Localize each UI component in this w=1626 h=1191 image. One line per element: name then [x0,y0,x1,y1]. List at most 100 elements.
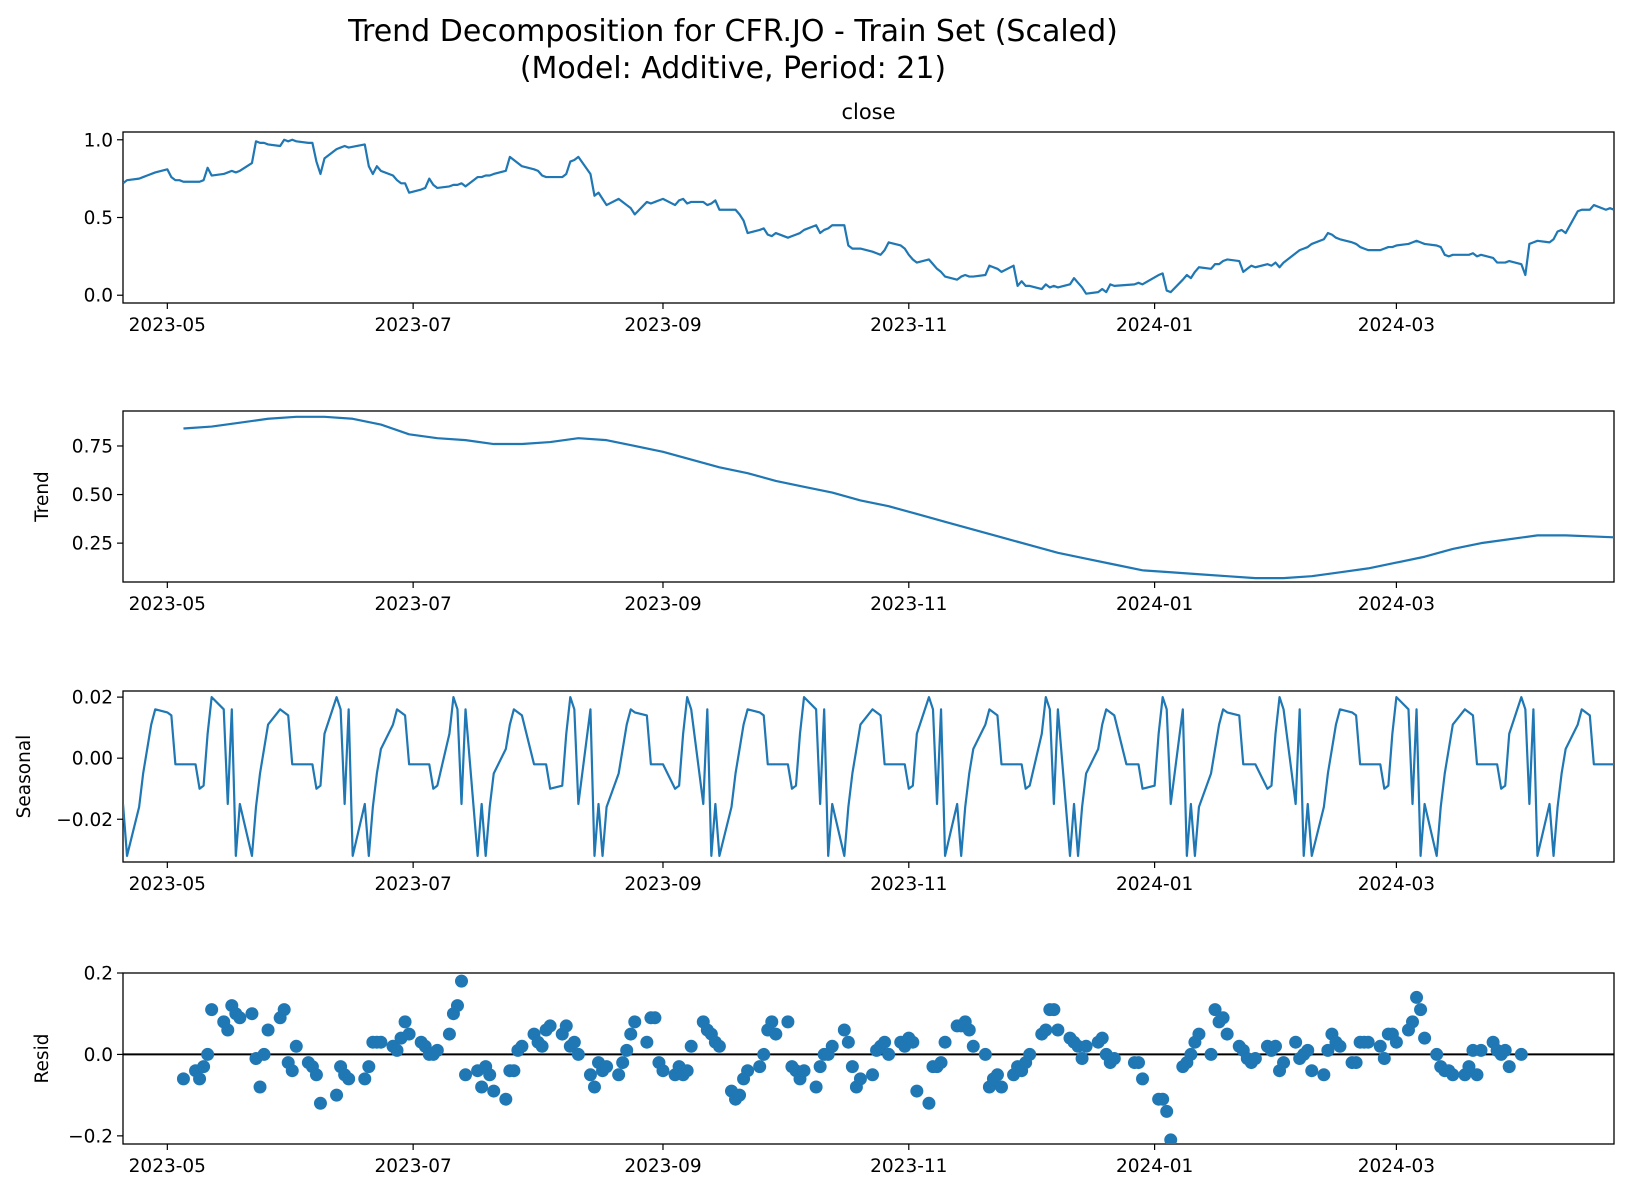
plot-area [123,138,1614,295]
resid-point [1107,1052,1121,1065]
resid-point [813,1060,827,1074]
resid-point [475,1080,489,1094]
resid-point [459,1068,473,1082]
resid-point [648,1011,662,1025]
resid-point [201,1047,215,1061]
resid-point [866,1068,880,1082]
resid-point [402,1027,416,1041]
figure-title-line-1: Trend Decomposition for CFR.JO - Train S… [347,14,1118,49]
resid-point [221,1023,235,1037]
resid-point [571,1047,585,1061]
resid-point [797,1064,811,1078]
resid-point [620,1043,634,1057]
resid-point [1377,1052,1391,1065]
resid-point [922,1096,936,1110]
resid-point [176,1072,190,1086]
resid-point [616,1056,630,1070]
x-tick-label: 2023-09 [624,594,701,615]
resid-point [1502,1060,1516,1074]
resid-point [535,1039,549,1053]
resid-point [245,1007,259,1021]
resid-point [1321,1043,1335,1057]
resid-point [841,1035,855,1049]
resid-point [398,1015,412,1029]
resid-point [454,974,468,988]
panel-close: close 2023-05 2023-07 2023-09 2023-11 2024-01… [84,100,1615,336]
resid-point [193,1072,207,1086]
resid-point [233,1011,247,1025]
y-axis-label: Resid [32,1034,53,1084]
resid-point [1462,1060,1476,1074]
x-tick-label: 2023-07 [374,594,451,615]
x-tick-label: 2024-03 [1358,1156,1435,1177]
y-tick-label: 0.0 [84,1045,113,1066]
resid-point [330,1088,344,1102]
panel-title: close [841,100,895,124]
y-tick-label: 0.02 [72,688,113,709]
series-line [123,138,1614,295]
resid-point [733,1088,747,1102]
y-tick-label: −0.02 [56,810,113,831]
x-tick-label: 2024-03 [1358,874,1435,895]
x-tick-label: 2023-09 [624,1156,701,1177]
resid-point [1373,1039,1387,1053]
resid-point [1333,1039,1347,1053]
resid-point [978,1047,992,1061]
x-tick-label: 2023-07 [374,315,451,336]
x-tick-label: 2023-05 [129,315,206,336]
axes-frame [122,410,1615,583]
y-tick-label: 0.0 [84,286,113,307]
x-tick-label: 2024-03 [1358,315,1435,336]
x-tick-label: 2023-09 [624,874,701,895]
y-tick-label: 0.2 [84,964,113,985]
resid-point [853,1072,867,1086]
resid-point [1023,1047,1037,1061]
resid-point [966,1039,980,1053]
resid-point [587,1080,601,1094]
resid-point [1216,1011,1230,1025]
resid-point [261,1023,275,1037]
x-tick-label: 2023-11 [870,315,947,336]
axes-frame [122,972,1615,1145]
y-axis-label: Seasonal [14,735,35,819]
resid-point [559,1019,573,1033]
resid-point [612,1068,626,1082]
resid-point [197,1060,211,1074]
resid-point [442,1027,456,1041]
resid-point [1220,1027,1234,1041]
resid-point [1349,1056,1363,1070]
resid-point [1361,1035,1375,1049]
resid-point [1446,1068,1460,1082]
resid-point [450,999,464,1013]
resid-point [1305,1064,1319,1078]
resid-point [277,1003,291,1017]
resid-point [809,1080,823,1094]
plot-area [123,696,1614,857]
series-line [183,415,1614,580]
resid-point [1418,1031,1432,1045]
x-tick-label: 2023-07 [374,1156,451,1177]
resid-point [1160,1104,1174,1118]
resid-point [1204,1047,1218,1061]
resid-point [309,1068,323,1082]
resid-point [1474,1043,1488,1057]
x-tick-label: 2023-07 [374,874,451,895]
resid-point [1131,1056,1145,1070]
x-tick-label: 2023-11 [870,874,947,895]
series-line [123,696,1614,857]
resid-point [285,1064,299,1078]
resid-point [1301,1043,1315,1057]
resid-point [487,1084,501,1098]
resid-point [1514,1047,1528,1061]
resid-point [1430,1047,1444,1061]
y-tick-label: 0.25 [72,534,113,555]
resid-point [1289,1035,1303,1049]
resid-point [567,1035,581,1049]
plot-area [123,974,1614,1144]
panel-trend: Trend 2023-05 2023-07 2023-09 2023-11 2024-01… [32,410,1615,615]
y-axis-label: Trend [32,471,53,523]
figure-title-line-2: (Model: Additive, Period: 21) [520,51,946,86]
resid-point [1079,1039,1093,1053]
x-tick-label: 2024-01 [1116,594,1193,615]
